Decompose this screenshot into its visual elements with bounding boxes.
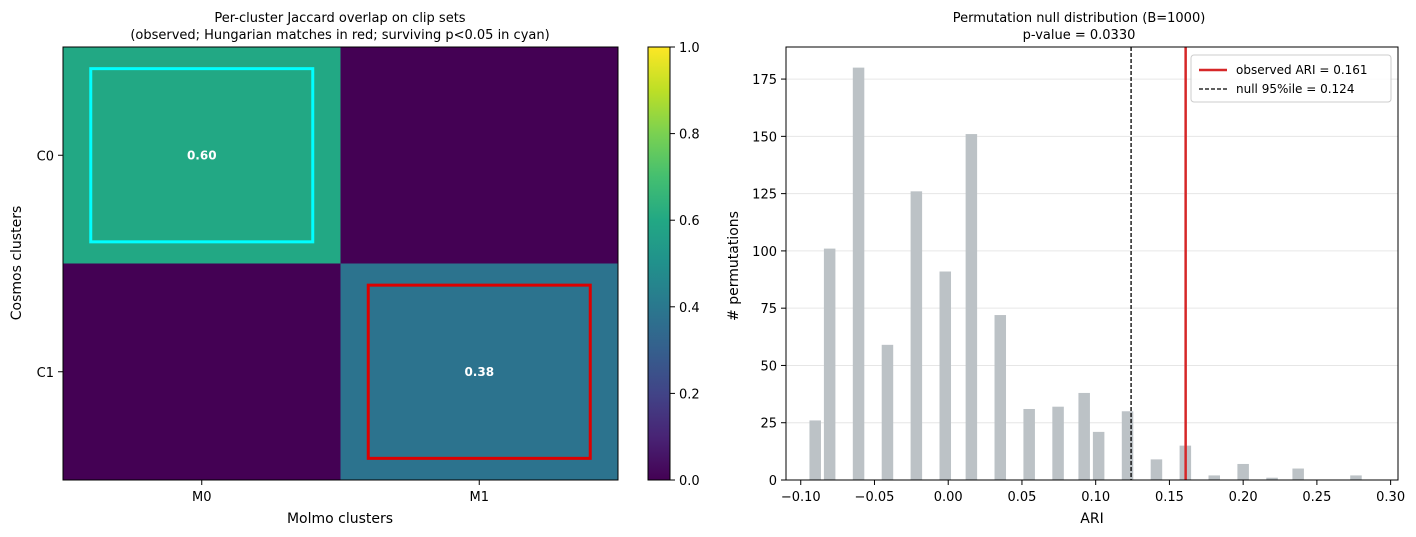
histogram-bars xyxy=(809,67,1362,481)
histogram-y-label: # permutations xyxy=(726,211,742,321)
histogram-x-tick-label: −0.10 xyxy=(781,490,821,505)
histogram-x-tick-label: 0.30 xyxy=(1376,490,1405,505)
heatmap-cell-labels: 0.60 0.38 xyxy=(187,148,494,379)
histogram-x-tick-label: −0.05 xyxy=(855,490,895,505)
histogram-bar xyxy=(1052,406,1064,480)
histogram-x-tick-label: 0.15 xyxy=(1155,490,1184,505)
heatmap-y-ticks: C0 C1 xyxy=(37,149,63,381)
heatmap-x-label: Molmo clusters xyxy=(287,511,393,527)
histogram-y-tick-label: 100 xyxy=(752,245,777,260)
histogram-bar xyxy=(994,315,1007,480)
heatmap-cell xyxy=(340,47,619,264)
histogram-x-ticks: −0.10 −0.05 0.00 0.05 0.10 0.15 0.20 0.25 0.30 xyxy=(781,480,1405,505)
heatmap-cell-label: 0.38 xyxy=(464,365,494,379)
histogram-y-tick-label: 75 xyxy=(760,302,777,317)
heatmap-y-tick-label: C1 xyxy=(37,366,54,381)
heatmap-frame xyxy=(62,46,619,481)
colorbar-tick-label: 1.0 xyxy=(679,41,700,56)
histogram-y-ticks: 0 25 50 75 100 125 150 175 xyxy=(752,73,786,489)
match-highlight-box xyxy=(366,283,592,460)
colorbar-gradient xyxy=(647,46,671,481)
histogram-y-tick-label: 125 xyxy=(752,188,777,203)
heatmap-highlights xyxy=(89,67,592,460)
histogram-panel: Permutation null distribution (B=1000) p… xyxy=(726,11,1405,527)
heatmap-x-tick-label: M0 xyxy=(192,490,212,505)
histogram-x-tick-label: 0.20 xyxy=(1229,490,1258,505)
histogram-x-tick-label: 0.25 xyxy=(1302,490,1331,505)
histogram-bar xyxy=(1350,475,1362,480)
legend-label-observed: observed ARI = 0.161 xyxy=(1236,63,1368,77)
colorbar-tick-label: 0.4 xyxy=(679,301,700,316)
histogram-bar xyxy=(809,420,821,480)
histogram-bar xyxy=(1266,477,1278,480)
histogram-bar xyxy=(1292,468,1304,480)
colorbar-tick-label: 0.2 xyxy=(679,387,700,402)
histogram-legend: observed ARI = 0.161 null 95%ile = 0.124 xyxy=(1190,54,1392,103)
heatmap-y-tick-label: C0 xyxy=(37,149,54,164)
histogram-reference-lines xyxy=(1130,47,1187,480)
histogram-bar xyxy=(852,67,865,480)
heatmap-cell-label: 0.60 xyxy=(187,148,217,162)
histogram-y-tick-label: 50 xyxy=(760,359,777,374)
histogram-x-label: ARI xyxy=(1080,511,1103,527)
heatmap-cell xyxy=(63,263,341,481)
histogram-y-tick-label: 150 xyxy=(752,130,777,145)
histogram-bar xyxy=(881,344,894,480)
histogram-subtitle: p-value = 0.0330 xyxy=(1023,28,1136,43)
histogram-bar xyxy=(939,271,952,480)
heatmap-panel: Per-cluster Jaccard overlap on clip sets… xyxy=(9,11,619,527)
histogram-title: Permutation null distribution (B=1000) xyxy=(953,11,1206,26)
legend-label-null: null 95%ile = 0.124 xyxy=(1236,82,1354,96)
histogram-bar xyxy=(1121,411,1134,480)
histogram-x-tick-label: 0.10 xyxy=(1081,490,1110,505)
colorbar-ticks: 0.0 0.2 0.4 0.6 0.8 1.0 xyxy=(670,41,700,489)
histogram-bar xyxy=(965,134,978,480)
histogram-y-tick-label: 0 xyxy=(769,474,777,489)
heatmap-cells xyxy=(63,47,619,481)
heatmap-x-tick-label: M1 xyxy=(470,490,490,505)
histogram-grid xyxy=(786,78,1398,481)
colorbar-tick-label: 0.6 xyxy=(679,214,700,229)
heatmap-title: Per-cluster Jaccard overlap on clip sets xyxy=(214,11,465,26)
histogram-bar xyxy=(910,191,923,481)
heatmap-y-label: Cosmos clusters xyxy=(9,206,25,321)
histogram-y-tick-label: 25 xyxy=(760,417,777,432)
legend-box xyxy=(1190,54,1392,103)
heatmap-cell xyxy=(63,47,341,264)
histogram-x-tick-label: 0.00 xyxy=(934,490,963,505)
histogram-x-tick-label: 0.05 xyxy=(1007,490,1036,505)
heatmap-subtitle: (observed; Hungarian matches in red; sur… xyxy=(130,28,549,43)
histogram-frame xyxy=(785,46,1399,481)
match-highlight-box xyxy=(89,67,315,244)
histogram-bar xyxy=(1023,408,1035,480)
histogram-y-tick-label: 175 xyxy=(752,73,777,88)
histogram-bar xyxy=(1078,392,1090,480)
heatmap-x-ticks: M0 M1 xyxy=(192,480,489,505)
colorbar-tick-label: 0.8 xyxy=(679,128,700,143)
heatmap-cell xyxy=(340,263,619,481)
histogram-bar xyxy=(1150,459,1163,480)
colorbar: 0.0 0.2 0.4 0.6 0.8 1.0 xyxy=(647,41,700,489)
histogram-bar xyxy=(1092,431,1105,480)
histogram-bar xyxy=(1208,475,1221,480)
histogram-bar xyxy=(1237,463,1249,480)
histogram-bar xyxy=(823,248,836,480)
colorbar-tick-label: 0.0 xyxy=(679,474,700,489)
